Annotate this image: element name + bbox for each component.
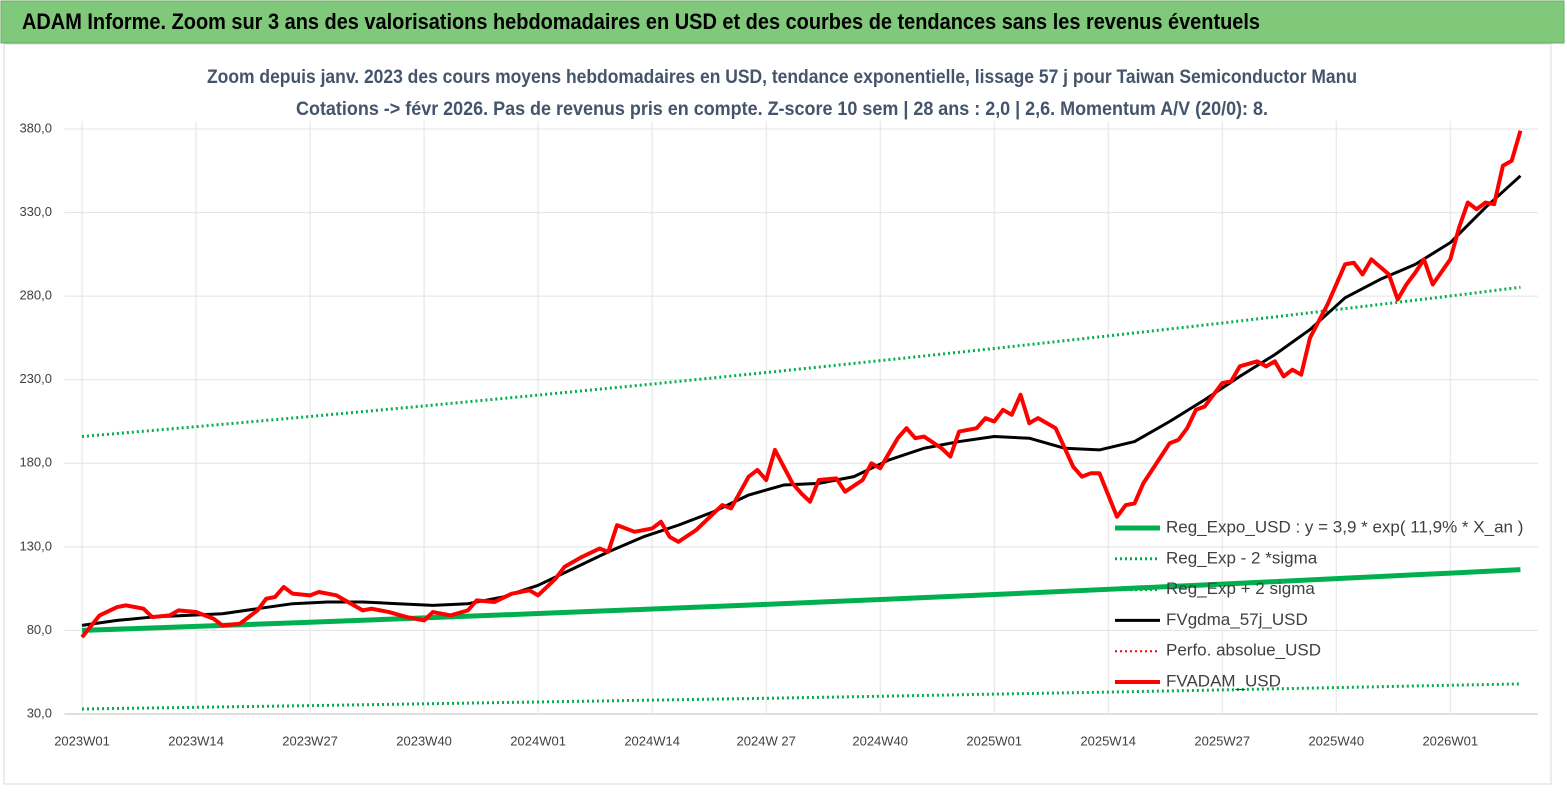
x-tick-label: 2024W14 [624, 733, 680, 748]
legend-label: FVADAM_USD [1166, 671, 1281, 690]
grid: 30,0 80,0 130,0 180,0 230,0 280,0 330,0 380,0 20… [19, 120, 1538, 748]
x-tick-label: 2026W01 [1422, 733, 1478, 748]
series-line [81, 174, 1522, 627]
y-tick-label: 280,0 [19, 288, 52, 303]
y-tick-label: 380,0 [19, 120, 52, 135]
x-tick-label: 2023W01 [54, 733, 110, 748]
header-bar [0, 0, 1565, 44]
y-tick-label: 130,0 [19, 538, 52, 553]
chart-title: Zoom depuis janv. 2023 des cours moyens … [207, 67, 1357, 88]
y-tick-label: 330,0 [19, 204, 52, 219]
x-tick-label: 2025W40 [1308, 733, 1364, 748]
y-tick-label: 230,0 [19, 371, 52, 386]
x-tick-label: 2024W40 [852, 733, 908, 748]
legend-label: Reg_Exp + 2 sigma [1166, 579, 1315, 598]
x-tick-label: 2023W27 [282, 733, 338, 748]
y-tick-label: 80,0 [27, 622, 52, 637]
series-line [81, 285, 1521, 439]
x-tick-label: 2024W 27 [737, 733, 796, 748]
legend-label: Perfo. absolue_USD [1166, 641, 1321, 660]
series-line [81, 567, 1521, 633]
x-tick-label: 2023W14 [168, 733, 224, 748]
series-line [80, 130, 1523, 639]
header-title: ADAM Informe. Zoom sur 3 ans des valoris… [22, 9, 1260, 34]
x-tick-label: 2023W40 [396, 733, 452, 748]
y-tick-label: 180,0 [19, 455, 52, 470]
legend-label: FVgdma_57j_USD [1166, 610, 1308, 629]
chart-frame [3, 43, 1552, 785]
plot [80, 130, 1523, 711]
chart-subtitle: Cotations -> févr 2026. Pas de revenus p… [296, 99, 1268, 120]
legend: Reg_Expo_USD : y = 3,9 * exp( 11,9% * X_… [1115, 517, 1523, 690]
y-tick-label: 30,0 [27, 705, 52, 720]
x-tick-label: 2025W27 [1194, 733, 1250, 748]
series-line [82, 682, 1521, 711]
legend-label: Reg_Exp - 2 *sigma [1166, 548, 1318, 567]
x-tick-label: 2024W01 [510, 733, 566, 748]
x-tick-label: 2025W14 [1080, 733, 1136, 748]
legend-label: Reg_Expo_USD : y = 3,9 * exp( 11,9% * X_… [1166, 517, 1523, 536]
x-tick-label: 2025W01 [966, 733, 1022, 748]
